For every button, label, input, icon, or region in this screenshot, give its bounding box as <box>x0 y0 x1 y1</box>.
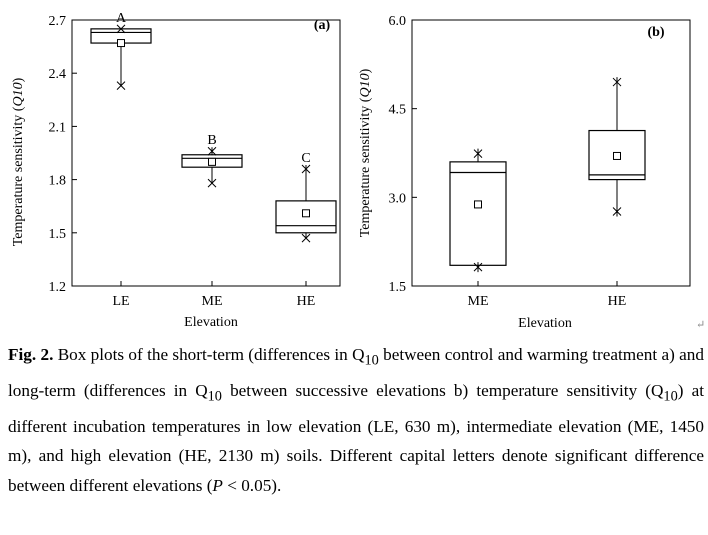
plot-frame <box>71 19 341 287</box>
y-tick-label: 6.0 <box>389 14 407 29</box>
min-marker <box>612 206 622 217</box>
caption-text-2: between control and warming treatment a)… <box>8 345 704 400</box>
panel-label: (a) <box>314 18 331 33</box>
max-marker <box>301 164 311 174</box>
panel-a: 1.2 1.5 1.8 2.1 2.4 2.7 LE ME HE Elevation Tempera… <box>11 11 341 330</box>
max-marker <box>612 77 622 88</box>
mean-marker <box>302 209 310 218</box>
y-tick-label: 1.5 <box>389 280 407 295</box>
y-tick-label: 4.5 <box>389 103 407 118</box>
x-tick-label: HE <box>608 294 627 309</box>
caption-fig-label: Fig. 2. <box>8 345 54 364</box>
y-tick-label: 2.7 <box>49 14 67 29</box>
x-tick-label: ME <box>202 294 223 309</box>
marker-stroke <box>207 178 217 188</box>
max-marker <box>473 148 483 159</box>
significance-letter: A <box>116 11 127 26</box>
marker-stroke <box>301 233 311 243</box>
caption-sub-2: 10 <box>207 388 222 405</box>
min-marker <box>116 81 126 90</box>
figure-caption: Fig. 2. Box plots of the short-term (dif… <box>8 340 704 500</box>
panel-b: 1.5 3.0 4.5 6.0 ME HE Elevation Temperature sen… <box>358 14 691 331</box>
significance-letter: C <box>301 151 310 166</box>
caption-sub-3: 10 <box>663 388 678 405</box>
y-axis-title: Temperature sensitivity (Q10) <box>11 77 26 246</box>
paragraph-mark-icon: ↵ <box>696 319 706 331</box>
y-tick-label: 1.8 <box>49 174 67 189</box>
x-axis-title: Elevation <box>518 316 572 331</box>
max-marker <box>207 146 217 156</box>
y-tick-label: 2.4 <box>49 67 67 82</box>
caption-text-1: Box plots of the short-term (differences… <box>53 345 365 364</box>
box-ME <box>449 161 507 266</box>
mean-marker <box>117 39 125 48</box>
min-marker <box>473 262 483 273</box>
max-marker <box>116 24 126 34</box>
figure: 1.2 1.5 1.8 2.1 2.4 2.7 LE ME HE Elevation Tempera… <box>11 11 691 331</box>
y-tick-label: 3.0 <box>389 191 407 206</box>
significance-letter: B <box>207 133 216 148</box>
marker-stroke <box>116 24 126 34</box>
caption-text-5: < 0.05). <box>222 475 282 495</box>
min-marker <box>207 178 217 188</box>
x-tick-label: ME <box>468 294 489 309</box>
y-tick-label: 2.1 <box>49 120 67 135</box>
x-tick-label: HE <box>297 294 316 309</box>
x-tick-label: LE <box>112 294 129 309</box>
plot-frame <box>411 19 691 287</box>
caption-text-3: between successive elevations b) tempera… <box>221 380 664 400</box>
y-tick-label: 1.2 <box>49 280 67 295</box>
mean-marker <box>474 200 482 209</box>
mean-marker <box>208 157 216 166</box>
panel-label: (b) <box>647 25 664 40</box>
caption-text-4: ) at different incubation temperatures i… <box>8 380 704 495</box>
y-axis-title: Temperature sensitivity (Q10) <box>358 68 373 237</box>
marker-stroke <box>116 81 126 90</box>
mean-marker <box>613 151 621 160</box>
caption-sub-1: 10 <box>364 352 379 369</box>
x-axis-title: Elevation <box>184 315 238 330</box>
min-marker <box>301 233 311 243</box>
y-tick-label: 1.5 <box>49 227 67 242</box>
caption-p-italic: P <box>212 475 223 495</box>
